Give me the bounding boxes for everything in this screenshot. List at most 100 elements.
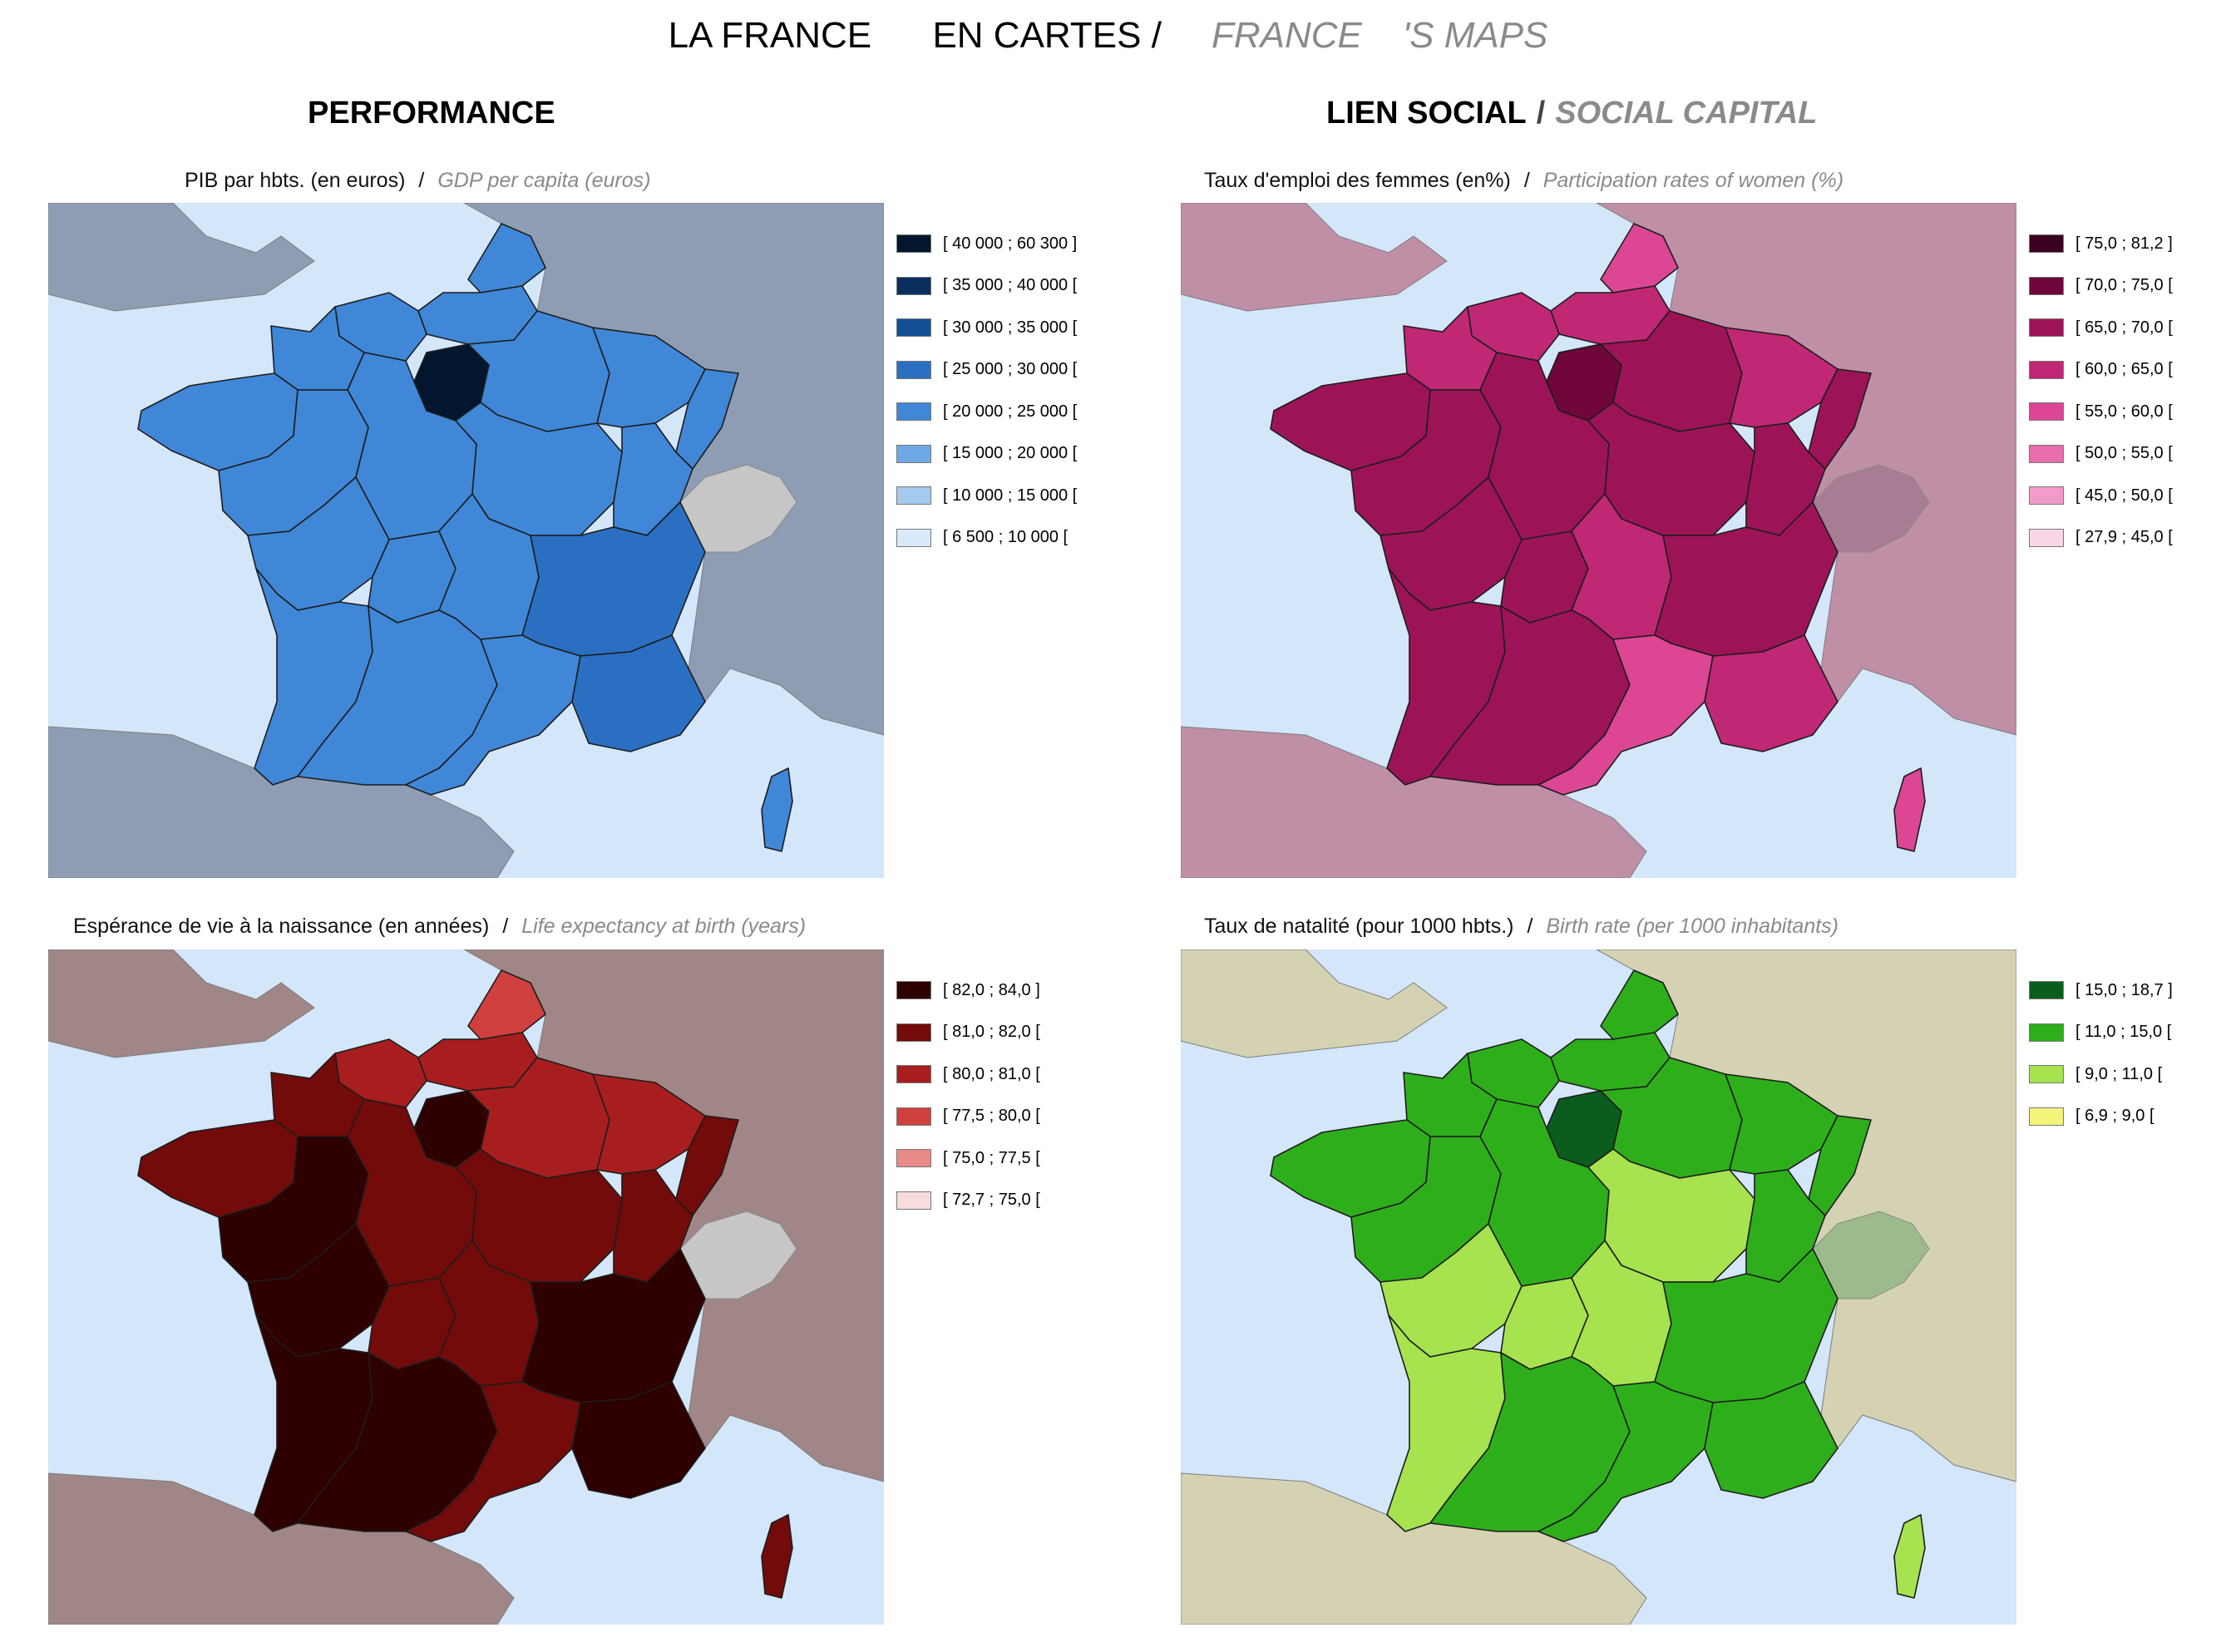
legend-label: [ 82,0 ; 84,0 ] (943, 980, 1040, 999)
title-en: FRANCE 'S MAPS (1211, 15, 1548, 56)
uk-land (48, 949, 315, 1058)
legend-label: [ 11,0 ; 15,0 [ (2075, 1023, 2172, 1042)
legend-swatch (896, 318, 931, 338)
legend-swatch (2029, 402, 2064, 422)
map-svg-gdp (48, 203, 884, 878)
legend-item: [ 72,7 ; 75,0 [ (896, 1180, 1040, 1222)
legend-item: [ 50,0 ; 55,0 [ (2029, 433, 2173, 476)
caption-en: Birth rate (per 1000 inhabitants) (1546, 915, 1839, 938)
legend-swatch (2029, 318, 2064, 338)
caption-en: Participation rates of women (%) (1542, 169, 1844, 192)
legend-item: [ 20 000 ; 25 000 [ (896, 391, 1077, 433)
section-social-capital: LIEN SOCIAL / SOCIAL CAPITAL (1326, 96, 1818, 131)
legend-item: [ 45,0 ; 50,0 [ (2029, 475, 2173, 517)
legend-swatch (2029, 1065, 2064, 1084)
legend-label: [ 25 000 ; 30 000 [ (943, 360, 1078, 379)
legend-label: [ 75,0 ; 77,5 [ (943, 1148, 1040, 1167)
caption-sep: / (1523, 169, 1530, 192)
legend-label: [ 80,0 ; 81,0 [ (943, 1064, 1040, 1083)
switzerland-land (1812, 1211, 1930, 1299)
legend-label: [ 35 000 ; 40 000 [ (943, 276, 1078, 295)
page-title: LA FRANCE EN CARTES / FRANCE 'S MAPS (0, 15, 2216, 73)
legend-item: [ 75,0 ; 77,5 [ (896, 1137, 1040, 1180)
region-languedoc (1537, 1381, 1714, 1542)
legend-women: [ 75,0 ; 81,2 ] [ 70,0 ; 75,0 [[ 65,0 ; 7… (2029, 223, 2173, 559)
legend-label: [ 77,5 ; 80,0 [ (943, 1107, 1040, 1126)
section-performance: PERFORMANCE (308, 96, 555, 131)
legend-item: [ 81,0 ; 82,0 [ (896, 1012, 1040, 1054)
legend-swatch (896, 1107, 931, 1126)
uk-land (1181, 203, 1448, 312)
legend-item: [ 65,0 ; 70,0 [ (2029, 307, 2173, 349)
uk-land (48, 203, 315, 312)
map-caption-women: Taux d'emploi des femmes (en%) / Participa… (1204, 169, 1843, 193)
map-caption-life: Espérance de vie à la naissance (en anné… (73, 915, 806, 939)
title-fr: LA FRANCE EN CARTES / (668, 15, 1162, 56)
caption-fr: Espérance de vie à la naissance (en anné… (73, 915, 490, 938)
region-corse (761, 1514, 793, 1599)
legend-swatch (2029, 1023, 2064, 1042)
legend-label: [ 27,9 ; 45,0 [ (2075, 528, 2173, 547)
legend-item: [ 15,0 ; 18,7 ] (2029, 969, 2173, 1012)
caption-sep: / (502, 915, 509, 938)
caption-en: GDP per capita (euros) (437, 169, 651, 192)
region-paca (571, 1381, 706, 1499)
legend-swatch (2029, 981, 2064, 1000)
map-gdp (48, 203, 884, 878)
legend-swatch (896, 360, 931, 379)
legend-swatch (896, 1149, 931, 1168)
region-languedoc (405, 634, 581, 796)
legend-label: [ 50,0 ; 55,0 [ (2075, 444, 2173, 463)
legend-label: [ 81,0 ; 82,0 [ (943, 1023, 1040, 1042)
legend-label: [ 72,7 ; 75,0 [ (943, 1191, 1040, 1210)
legend-swatch (896, 1023, 931, 1042)
legend-label: [ 55,0 ; 60,0 [ (2075, 402, 2173, 421)
map-women (1181, 203, 2016, 878)
legend-gdp: [ 40 000 ; 60 300 ] [ 35 000 ; 40 000 [ [ … (896, 223, 1077, 559)
legend-swatch (896, 444, 931, 463)
legend-item: [ 55,0 ; 60,0 [ (2029, 391, 2173, 433)
legend-swatch (896, 276, 931, 295)
map-svg-life (48, 949, 884, 1625)
legend-birth: [ 15,0 ; 18,7 ] [ 11,0 ; 15,0 [ [ 9,0 ; 11… (2029, 969, 2173, 1137)
section-social-sep: / (1536, 96, 1546, 131)
caption-fr: Taux de natalité (pour 1000 hbts.) (1204, 915, 1514, 938)
legend-item: [ 77,5 ; 80,0 [ (896, 1096, 1040, 1138)
switzerland-land (679, 464, 797, 553)
legend-label: [ 75,0 ; 81,2 ] (2075, 234, 2173, 253)
region-paca (1704, 634, 1838, 752)
legend-item: [ 40 000 ; 60 300 ] (896, 223, 1077, 265)
legend-swatch (2029, 444, 2064, 463)
legend-item: [ 80,0 ; 81,0 [ (896, 1053, 1040, 1096)
legend-swatch (896, 234, 931, 254)
legend-swatch (2029, 360, 2064, 379)
legend-swatch (896, 981, 931, 1000)
legend-item: [ 60,0 ; 65,0 [ (2029, 349, 2173, 392)
switzerland-land (679, 1211, 797, 1299)
legend-item: [ 15 000 ; 20 000 [ (896, 433, 1077, 476)
legend-swatch (2029, 528, 2064, 547)
caption-sep: / (418, 169, 425, 192)
legend-label: [ 15 000 ; 20 000 [ (943, 444, 1078, 463)
legend-label: [ 6 500 ; 10 000 [ (943, 528, 1069, 547)
map-caption-gdp: PIB par hbts. (en euros) / GDP per capita … (185, 169, 650, 193)
legend-label: [ 30 000 ; 35 000 [ (943, 318, 1078, 337)
region-paca (1704, 1381, 1838, 1499)
legend-item: [ 6 500 ; 10 000 [ (896, 517, 1077, 560)
legend-swatch (896, 486, 931, 505)
legend-swatch (896, 1191, 931, 1210)
legend-swatch (2029, 234, 2064, 254)
legend-item: [ 6,9 ; 9,0 [ (2029, 1096, 2173, 1138)
switzerland-land (1812, 464, 1930, 553)
legend-swatch (2029, 1107, 2064, 1126)
legend-swatch (2029, 486, 2064, 505)
region-languedoc (1537, 634, 1714, 796)
legend-label: [ 9,0 ; 11,0 [ (2075, 1064, 2163, 1083)
legend-label: [ 15,0 ; 18,7 ] (2075, 980, 2173, 999)
map-life (48, 949, 884, 1625)
legend-label: [ 65,0 ; 70,0 [ (2075, 318, 2173, 337)
uk-land (1181, 949, 1448, 1058)
map-svg-birth (1181, 949, 2016, 1625)
legend-life: [ 82,0 ; 84,0 ] [ 81,0 ; 82,0 [ [ 80,0 ; 8… (896, 969, 1040, 1221)
legend-label: [ 40 000 ; 60 300 ] (943, 234, 1078, 253)
